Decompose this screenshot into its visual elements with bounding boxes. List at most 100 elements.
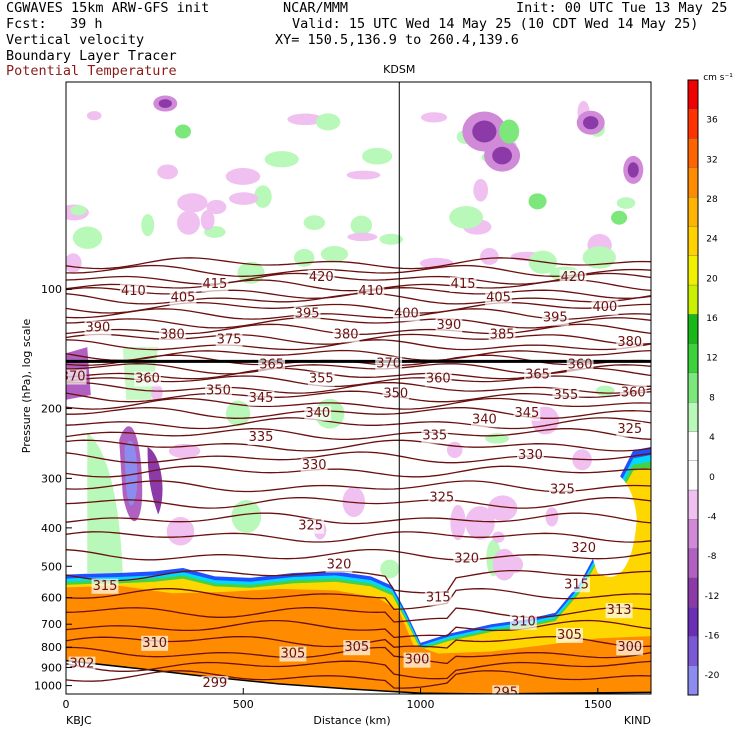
theta-label: 330 [518, 448, 543, 463]
theta-label: 395 [543, 311, 568, 326]
downdraft-cell [66, 253, 82, 273]
updraft-cell [72, 226, 103, 249]
colorbar-swatch [687, 343, 699, 374]
y-tick-label: 900 [41, 661, 62, 674]
updraft-cell [237, 261, 265, 284]
cross-section-endpoints: XY= 150.5,136.9 to 260.4,139.6 [275, 32, 519, 48]
colorbar-tick-label: 20 [706, 274, 718, 284]
colorbar-swatch [687, 636, 699, 666]
theta-label: 375 [217, 333, 242, 348]
colorbar-tick-label: -12 [705, 592, 720, 602]
theta-label: 395 [295, 306, 320, 321]
field-vertical-velocity: Vertical velocity [6, 32, 145, 48]
colorbar-tick-label: -20 [705, 671, 720, 681]
theta-contour [66, 406, 651, 419]
theta-contour [66, 417, 651, 430]
theta-label: 370 [61, 369, 86, 384]
theta-label: 300 [617, 640, 642, 655]
colorbar-tick-label: 0 [709, 473, 715, 483]
colorbar-tick-label: -4 [708, 512, 717, 522]
init-time: Init: 00 UTC Tue 13 May 25 [516, 0, 728, 16]
theta-contour [66, 670, 651, 689]
theta-contour [66, 428, 651, 441]
theta-label: 355 [309, 372, 334, 387]
updraft-cell [616, 197, 636, 209]
x-tick-label: 1500 [584, 698, 612, 711]
downdraft-cell [492, 548, 516, 581]
theta-contour [66, 317, 651, 329]
plot-frame [65, 81, 652, 695]
updraft-core [611, 210, 628, 225]
colorbar-swatch [687, 196, 699, 227]
updraft-cell [303, 215, 326, 230]
y-tick-label: 400 [41, 522, 62, 535]
downdraft-core [583, 116, 599, 130]
colorbar-swatch [687, 519, 699, 549]
theta-label: 390 [436, 318, 461, 333]
downdraft-cell [86, 111, 102, 121]
theta-contour [66, 381, 651, 394]
downdraft-cell [545, 507, 559, 527]
center-label: NCAR/MMM [283, 0, 349, 16]
colorbar-tick-label: 12 [706, 354, 717, 364]
field-potential-temperature: Potential Temperature [6, 63, 177, 79]
updraft-column [87, 432, 123, 574]
forecast-hour: 39 h [70, 16, 103, 32]
theta-contour [66, 264, 651, 277]
colorbar-swatch [687, 665, 699, 696]
theta-label: 360 [135, 372, 160, 387]
colorbar-tick-label: -16 [705, 631, 720, 641]
downdraft-core [124, 440, 138, 506]
colorbar-tick-label: 36 [706, 116, 718, 126]
downdraft-cell [157, 164, 178, 180]
updraft-cell [362, 147, 393, 165]
theta-label: 410 [121, 284, 146, 299]
theta-contour [66, 397, 651, 410]
theta-label: 320 [327, 558, 352, 573]
field-boundary-layer-tracer: Boundary Layer Tracer [6, 48, 177, 64]
theta-label: 299 [202, 676, 227, 691]
theta-contour [66, 451, 651, 464]
updraft-cell [315, 113, 341, 131]
colorbar-swatch [687, 577, 699, 608]
theta-label: 300 [405, 653, 430, 668]
updraft-core [175, 124, 191, 139]
theta-label: 410 [358, 284, 383, 299]
theta-contour [66, 465, 651, 478]
theta-label: 315 [426, 591, 451, 606]
y-tick-label: 1000 [34, 680, 62, 693]
colorbar-swatch [687, 431, 699, 461]
downdraft-cell [480, 247, 499, 265]
downdraft-core [472, 120, 497, 143]
downdraft-cell [420, 112, 448, 123]
theta-label: 305 [344, 640, 369, 655]
theta-label: 365 [259, 358, 284, 373]
downdraft-cell [206, 199, 227, 215]
downdraft-core [627, 162, 639, 178]
y-tick-label: 200 [41, 403, 62, 416]
theta-contour [66, 548, 651, 561]
x-tick-label: 500 [233, 698, 254, 711]
theta-label: 315 [93, 579, 118, 594]
theta-label: 415 [451, 277, 476, 292]
theta-contour [66, 439, 651, 452]
colorbar-tick-label: 8 [709, 393, 715, 403]
theta-contour [66, 619, 651, 639]
theta-label: 335 [249, 430, 274, 445]
updraft-cell [254, 185, 272, 208]
theta-label: 340 [472, 412, 497, 427]
theta-label: 325 [429, 490, 454, 505]
colorbar-swatch [687, 548, 699, 579]
theta-label: 380 [334, 327, 359, 342]
forecast-label: Fcst: [6, 16, 47, 32]
updraft-core [499, 119, 520, 144]
theta-label: 330 [302, 458, 327, 473]
theta-label: 365 [525, 367, 550, 382]
colorbar-swatch [687, 284, 699, 315]
colorbar-swatch [687, 401, 699, 432]
theta-contour [66, 607, 651, 623]
theta-label: 325 [617, 422, 642, 437]
colorbar-unit: cm s⁻¹ [703, 73, 733, 83]
downdraft-core [492, 146, 512, 165]
right-endpoint-label: KIND [624, 714, 651, 727]
